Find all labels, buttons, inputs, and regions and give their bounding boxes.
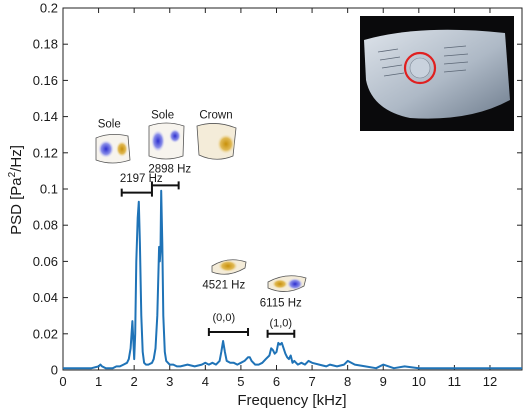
mode-shape-crown-image bbox=[196, 123, 237, 160]
y-tick-label: 0.04 bbox=[33, 290, 58, 305]
x-tick-label: 5 bbox=[237, 374, 244, 389]
x-tick-label: 6 bbox=[273, 374, 280, 389]
x-tick-label: 1 bbox=[95, 374, 102, 389]
mode-shape-sole-2-image bbox=[148, 122, 185, 160]
x-tick-label: 4 bbox=[202, 374, 209, 389]
y-tick-label: 0.1 bbox=[40, 182, 58, 197]
mode-frequency-label: 6115 Hz bbox=[260, 298, 302, 310]
mode-shape-4521-image bbox=[211, 259, 247, 275]
y-ticks: 0 0.02 0.04 0.06 0.08 0.1 0.12 0.14 0.16 0.18 0.2 bbox=[33, 1, 522, 378]
x-tick-label: 9 bbox=[380, 374, 387, 389]
y-tick-label: 0.14 bbox=[33, 109, 58, 124]
x-tick-label: 8 bbox=[344, 374, 351, 389]
driver-face-photo bbox=[360, 16, 514, 131]
y-tick-label: 0.18 bbox=[33, 37, 58, 52]
mode-shape-sole-1-image bbox=[95, 134, 131, 164]
y-tick-label: 0.16 bbox=[33, 73, 58, 88]
y-tick-label: 0.2 bbox=[40, 1, 58, 16]
x-axis-label: Frequency [kHz] bbox=[237, 392, 346, 409]
mode-index-label: (0,0) bbox=[213, 312, 236, 324]
x-tick-label: 0 bbox=[59, 374, 66, 389]
y-tick-label: 0.08 bbox=[33, 218, 58, 233]
region-label: Sole bbox=[151, 109, 174, 121]
x-tick-label: 12 bbox=[483, 374, 497, 389]
region-label: Sole bbox=[98, 118, 121, 130]
mode-frequency-label: 2898 Hz bbox=[148, 164, 191, 176]
x-tick-label: 7 bbox=[308, 374, 315, 389]
y-tick-label: 0.12 bbox=[33, 145, 58, 160]
psd-series-line bbox=[63, 189, 522, 370]
mode-shape-6115-image bbox=[267, 275, 307, 292]
x-tick-label: 3 bbox=[166, 374, 173, 389]
y-tick-label: 0.02 bbox=[33, 326, 58, 341]
y-tick-label: 0.06 bbox=[33, 254, 58, 269]
mode-frequency-label: 4521 Hz bbox=[202, 280, 245, 292]
region-label: Crown bbox=[199, 109, 232, 121]
mode-index-label: (1,0) bbox=[269, 318, 292, 330]
y-axis-label: PSD [Pa2/Hz] bbox=[7, 145, 25, 235]
y-tick-label: 0 bbox=[51, 363, 58, 378]
x-tick-label: 2 bbox=[131, 374, 138, 389]
x-tick-label: 10 bbox=[412, 374, 426, 389]
x-tick-label: 11 bbox=[448, 374, 462, 389]
